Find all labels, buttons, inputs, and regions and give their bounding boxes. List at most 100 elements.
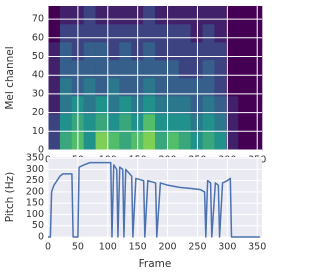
- heatmap-cell: [155, 60, 168, 79]
- y-tick-label: 300: [26, 164, 44, 175]
- heatmap-cell: [250, 6, 263, 25]
- y-tick-label: 40: [32, 70, 44, 81]
- heatmap-cell: [166, 132, 180, 151]
- y-tick-label: 200: [26, 186, 44, 197]
- heatmap-cell: [190, 78, 203, 97]
- heatmap-cell: [83, 132, 96, 151]
- heatmap-cell: [214, 132, 227, 151]
- heatmap-cell: [214, 114, 227, 133]
- heatmap-cell: [250, 60, 263, 79]
- heatmap-cell: [143, 132, 156, 151]
- heatmap-cell: [155, 114, 168, 133]
- heatmap-cell: [48, 6, 61, 25]
- x-tick-label: 0: [45, 242, 51, 253]
- heatmap-cell: [119, 6, 132, 25]
- x-tick-label: 150: [129, 242, 147, 253]
- heatmap-cell: [226, 60, 239, 79]
- heatmap-cell: [214, 60, 227, 79]
- heatmap-cell: [166, 24, 180, 43]
- y-tick-label: 50: [32, 51, 44, 62]
- heatmap-cell: [226, 78, 239, 97]
- heatmap-cell: [178, 78, 191, 97]
- y-tick-label: 70: [32, 14, 44, 25]
- heatmap-cell: [202, 114, 215, 133]
- heatmap-cell: [48, 24, 61, 43]
- heatmap-cell: [83, 6, 96, 25]
- x-tick-label: 250: [188, 242, 206, 253]
- heatmap-cell: [95, 132, 108, 151]
- heatmap-cell: [119, 42, 132, 61]
- heatmap-cell: [83, 60, 96, 79]
- y-tick-label: 10: [32, 126, 44, 137]
- y-tick-label: 250: [26, 175, 44, 186]
- heatmap-cell: [107, 6, 120, 25]
- heatmap-cell: [95, 42, 108, 61]
- heatmap-cell: [202, 60, 215, 79]
- heatmap-cell: [119, 24, 132, 43]
- y-axis-label: Mel channel: [4, 46, 16, 109]
- heatmap-cell: [83, 78, 96, 97]
- heatmap-cell: [178, 114, 191, 133]
- heatmap-cell: [48, 132, 61, 151]
- heatmap-cell: [59, 60, 73, 79]
- y-axis-label: Pitch (Hz): [4, 172, 16, 223]
- heatmap-cell: [226, 6, 239, 25]
- heatmap-cell: [95, 60, 108, 79]
- heatmap-cell: [95, 6, 108, 25]
- heatmap-cell: [166, 96, 180, 115]
- heatmap-cell: [59, 132, 73, 151]
- heatmap-cell: [250, 96, 263, 115]
- y-tick-label: 60: [32, 32, 44, 43]
- heatmap-cell: [202, 6, 215, 25]
- heatmap-cell: [166, 78, 180, 97]
- heatmap-cell: [59, 78, 73, 97]
- heatmap-cell: [107, 78, 120, 97]
- heatmap-cell: [214, 78, 227, 97]
- heatmap-cell: [155, 24, 168, 43]
- heatmap-cell: [155, 42, 168, 61]
- heatmap-cell: [143, 78, 156, 97]
- heatmap-cell: [119, 132, 132, 151]
- y-tick-label: 0: [38, 232, 44, 243]
- heatmap-cell: [48, 60, 61, 79]
- heatmap-cell: [107, 96, 120, 115]
- heatmap-cell: [107, 114, 120, 133]
- heatmap-cell: [190, 60, 203, 79]
- heatmap-cell: [178, 42, 191, 61]
- heatmap-cell: [226, 96, 239, 115]
- heatmap-cell: [214, 6, 227, 25]
- y-tick-label: 50: [32, 220, 44, 231]
- heatmap-cell: [238, 96, 251, 115]
- heatmap-cell: [166, 60, 180, 79]
- figure: 050100150200250300350010203040506070Mel …: [4, 6, 266, 270]
- heatmap-cell: [178, 6, 191, 25]
- heatmap-cell: [166, 114, 180, 133]
- heatmap-cell: [250, 78, 263, 97]
- heatmap-cell: [83, 42, 96, 61]
- heatmap-cell: [95, 24, 108, 43]
- heatmap-cell: [238, 114, 251, 133]
- heatmap-cell: [226, 114, 239, 133]
- heatmap-cell: [155, 78, 168, 97]
- heatmap-cell: [178, 60, 191, 79]
- heatmap-cell: [155, 96, 168, 115]
- heatmap-cell: [143, 114, 156, 133]
- heatmap-cell: [95, 96, 108, 115]
- heatmap-cell: [59, 6, 73, 25]
- y-tick-label: 20: [32, 107, 44, 118]
- heatmap-cell: [143, 96, 156, 115]
- heatmap-cell: [83, 24, 96, 43]
- heatmap-cell: [178, 132, 191, 151]
- heatmap-cell: [202, 78, 215, 97]
- heatmap-cell: [178, 24, 191, 43]
- heatmap-cell: [238, 60, 251, 79]
- y-tick-label: 30: [32, 88, 44, 99]
- heatmap-cell: [143, 24, 156, 43]
- heatmap-cell: [190, 42, 203, 61]
- heatmap-cell: [214, 24, 227, 43]
- heatmap-cell: [250, 24, 263, 43]
- heatmap-cell: [166, 42, 180, 61]
- heatmap-cell: [190, 96, 203, 115]
- x-tick-label: 100: [99, 242, 117, 253]
- heatmap-cell: [48, 114, 61, 133]
